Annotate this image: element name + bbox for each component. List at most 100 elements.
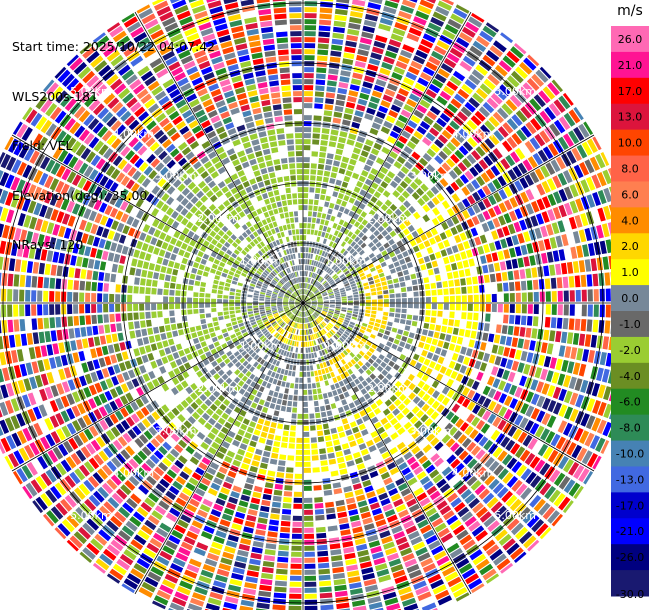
velocity-gate: [306, 303, 311, 305]
velocity-gate: [456, 336, 464, 345]
velocity-gate: [429, 469, 440, 479]
velocity-gate: [307, 323, 310, 329]
velocity-gate: [61, 304, 67, 315]
velocity-gate: [378, 272, 385, 278]
velocity-gate: [186, 564, 200, 574]
velocity-gate: [503, 213, 512, 224]
velocity-gate: [307, 217, 312, 223]
velocity-gate: [295, 449, 303, 455]
velocity-gate: [342, 333, 349, 338]
velocity-gate: [172, 352, 180, 360]
velocity-gate: [192, 262, 200, 269]
velocity-gate: [555, 331, 562, 343]
velocity-gate: [107, 252, 115, 262]
velocity-gate: [11, 243, 18, 256]
velocity-gate: [52, 343, 60, 355]
velocity-gate: [317, 324, 322, 330]
velocity-gate: [423, 480, 434, 491]
velocity-gate: [270, 344, 275, 350]
velocity-gate: [289, 300, 295, 302]
velocity-gate: [535, 341, 542, 353]
velocity-gate: [389, 130, 400, 139]
velocity-gate: [233, 406, 241, 414]
velocity-gate: [445, 264, 452, 272]
velocity-gate: [263, 361, 269, 367]
velocity-gate: [464, 329, 471, 338]
velocity-gate: [310, 294, 315, 298]
velocity-gate: [506, 50, 520, 64]
velocity-gate: [334, 310, 340, 313]
velocity-gate: [349, 334, 355, 340]
velocity-gate: [488, 478, 500, 490]
velocity-gate: [118, 530, 131, 542]
velocity-gate: [420, 524, 432, 534]
velocity-gate: [348, 197, 356, 204]
velocity-gate: [91, 293, 97, 302]
velocity-gate: [199, 287, 206, 293]
velocity-gate: [153, 450, 164, 460]
velocity-gate: [323, 307, 329, 310]
velocity-gate: [303, 181, 309, 187]
velocity-gate: [319, 448, 326, 454]
velocity-gate: [199, 393, 207, 402]
velocity-gate: [160, 333, 167, 340]
velocity-gate: [388, 558, 402, 567]
velocity-gate: [301, 305, 303, 311]
velocity-gate: [68, 328, 75, 339]
velocity-gate: [420, 233, 428, 242]
velocity-gate: [295, 303, 301, 306]
velocity-gate: [584, 334, 592, 347]
velocity-gate: [373, 274, 379, 280]
velocity-gate: [365, 69, 377, 78]
velocity-gate: [289, 320, 293, 326]
velocity-gate: [448, 426, 458, 436]
velocity-gate: [367, 534, 379, 543]
velocity-gate: [420, 557, 434, 568]
velocity-gate: [141, 418, 151, 428]
velocity-gate: [263, 555, 275, 562]
velocity-gate: [115, 313, 121, 322]
velocity-gate: [66, 241, 74, 253]
velocity-gate: [50, 264, 57, 276]
velocity-gate: [151, 411, 161, 421]
velocity-gate: [278, 292, 284, 296]
velocity-gate: [512, 428, 523, 441]
velocity-gate: [477, 407, 486, 418]
velocity-gate: [2, 257, 10, 271]
velocity-gate: [201, 477, 211, 486]
velocity-gate: [299, 365, 303, 371]
velocity-gate: [216, 357, 223, 364]
velocity-gate: [451, 262, 458, 271]
velocity-gate: [263, 339, 269, 345]
velocity-gate: [362, 25, 375, 34]
velocity-gate: [290, 557, 302, 563]
velocity-gate: [142, 336, 150, 345]
velocity-gate: [454, 253, 462, 261]
velocity-gate: [544, 317, 551, 328]
velocity-gate: [123, 578, 138, 590]
velocity-gate: [348, 303, 353, 306]
velocity-gate: [88, 425, 99, 437]
velocity-gate: [228, 496, 238, 505]
velocity-gate: [597, 401, 607, 417]
velocity-gate: [82, 522, 95, 536]
velocity-gate: [305, 283, 307, 289]
velocity-gate: [223, 303, 229, 307]
velocity-gate: [329, 330, 334, 336]
velocity-gate: [407, 66, 420, 76]
velocity-gate: [311, 286, 315, 291]
velocity-gate: [25, 275, 32, 288]
velocity-gate: [275, 478, 284, 484]
velocity-gate: [181, 257, 188, 265]
velocity-gate: [487, 207, 497, 218]
velocity-gate: [540, 225, 548, 238]
velocity-gate: [452, 271, 459, 279]
velocity-gate: [331, 351, 337, 357]
velocity-gate: [527, 54, 540, 67]
velocity-gate: [467, 312, 473, 320]
velocity-gate: [423, 115, 434, 126]
velocity-gate: [318, 37, 330, 44]
velocity-gate: [529, 171, 540, 184]
velocity-gate: [354, 110, 364, 118]
velocity-gate: [330, 329, 336, 334]
